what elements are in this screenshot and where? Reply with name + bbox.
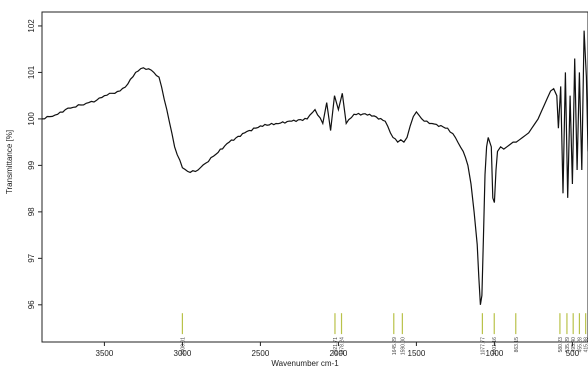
y-tick-label: 99 — [27, 160, 36, 169]
y-axis-title: Transmittance [%] — [5, 130, 14, 194]
y-tick-label: 96 — [27, 300, 36, 309]
peak-label: 1978.24 — [340, 337, 346, 355]
y-axis: 96 97 98 99 100 101 102 — [27, 19, 42, 309]
peak-label: 495.40 — [571, 337, 577, 353]
peak-label: 1001.16 — [492, 337, 498, 355]
x-tick-label: 3500 — [96, 349, 114, 358]
peak-label: 1077.77 — [480, 337, 486, 355]
plot-frame — [41, 11, 588, 343]
x-tick-label: 2000 — [330, 349, 348, 358]
peak-label: 1590.00 — [400, 337, 406, 355]
x-tick-label: 500 — [566, 349, 580, 358]
x-axis: 3500 3000 2500 2000 1500 1000 500 — [96, 342, 580, 358]
peak-label: 2021.71 — [333, 337, 339, 355]
peak-label: 415.38 — [584, 337, 588, 353]
x-tick-label: 2500 — [252, 349, 270, 358]
peak-label: 3000.01 — [180, 337, 186, 355]
y-tick-label: 97 — [27, 253, 36, 262]
peak-markers: 3000.01 2021.71 1978.24 1645.29 1590.00 1077.… — [180, 313, 588, 355]
y-tick-label: 102 — [27, 19, 36, 33]
peak-label: 535.29 — [565, 337, 571, 353]
peak-label: 580.23 — [558, 337, 564, 353]
x-tick-label: 1500 — [408, 349, 426, 358]
y-tick-label: 98 — [27, 207, 36, 216]
x-axis-title: Wavenumber cm-1 — [271, 359, 339, 368]
x-tick-label: 1000 — [486, 349, 504, 358]
peak-label: 1645.29 — [392, 337, 398, 355]
y-tick-label: 100 — [27, 112, 36, 126]
peak-label: 863.15 — [514, 337, 520, 353]
y-tick-label: 101 — [27, 65, 36, 79]
x-tick-label: 3000 — [174, 349, 192, 358]
spectrum-line — [41, 30, 588, 305]
peak-label: 455.28 — [577, 337, 583, 353]
